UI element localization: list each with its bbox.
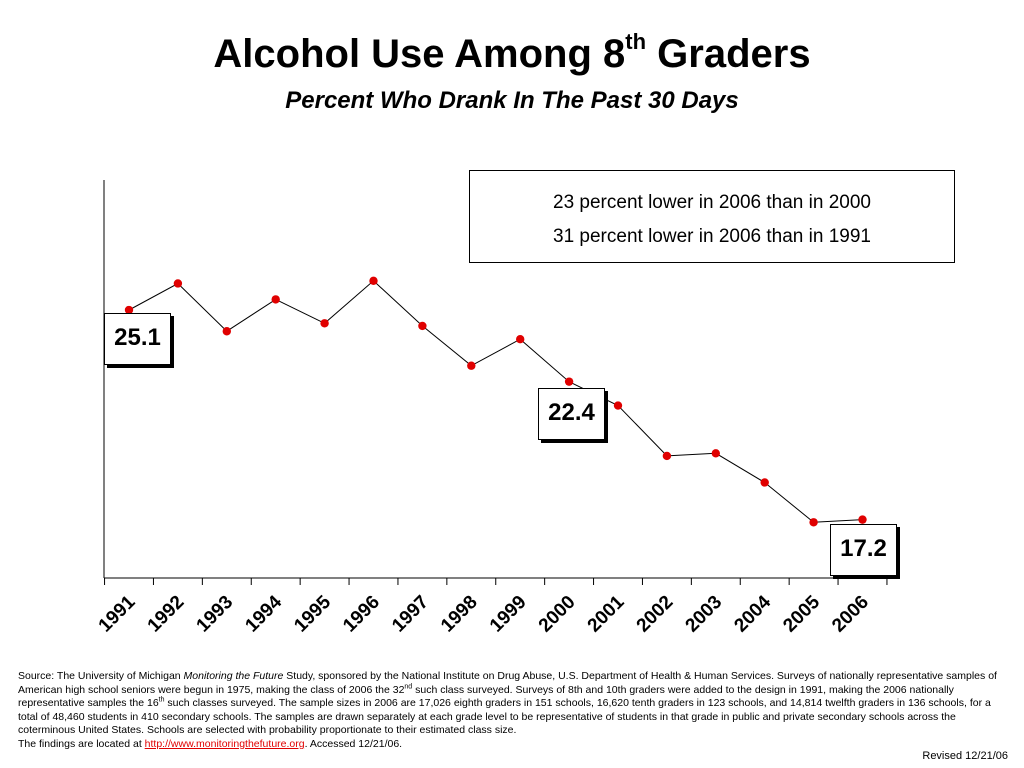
line-chart: 1991 1992 1993 1994 1995 1996 1997 1998 1999 2000… (95, 180, 888, 637)
value-label-2000: 22.4 (538, 388, 605, 440)
data-point-2006 (858, 515, 867, 524)
x-tick-label-2000: 2000 (535, 592, 580, 637)
data-point-2005 (809, 518, 818, 527)
findings-suffix: . Accessed 12/21/06. (304, 737, 403, 750)
x-tick-label-1994: 1994 (241, 591, 286, 636)
value-label-1991: 25.1 (104, 313, 171, 365)
chart-title-main: Alcohol Use Among 8 (213, 32, 626, 76)
x-tick-label-2005: 2005 (779, 591, 824, 636)
findings-link[interactable]: http://www.monitoringthefuture.org (144, 737, 305, 750)
source-text-2: such class surveyed. Surveys of 8th and … (18, 683, 954, 710)
source-sup-1: nd (404, 683, 413, 690)
source-text-1: Study, sponsored by the National Institu… (18, 670, 997, 696)
summary-note-box: 23 percent lower in 2006 than in 2000 31… (469, 170, 955, 263)
data-point-1994 (271, 295, 280, 304)
data-point-1995 (320, 319, 329, 328)
findings-prefix: The findings are located at (18, 737, 145, 750)
data-point-1996 (369, 276, 378, 286)
data-point-2000 (564, 377, 574, 386)
value-label-2006: 17.2 (830, 524, 897, 576)
data-point-2003 (711, 449, 720, 458)
x-tick-label-1991: 1991 (95, 591, 140, 636)
source-text-3: such classes surveyed. The sample sizes … (18, 697, 991, 736)
x-tick-label-1993: 1993 (193, 592, 238, 637)
x-tick-label-2004: 2004 (730, 591, 775, 636)
chart-title: Alcohol Use Among 8th Graders (0, 30, 1024, 78)
x-tick-label-2002: 2002 (633, 592, 678, 637)
chart-subtitle: Percent Who Drank In The Past 30 Days (285, 87, 739, 114)
source-prefix: Source: The University of Michigan (18, 670, 184, 682)
source-sup-2: th (158, 696, 165, 704)
x-tick-label-1997: 1997 (388, 592, 433, 637)
data-point-1998 (467, 361, 476, 370)
data-point-2001 (613, 401, 623, 410)
series-line (128, 280, 863, 523)
data-point-1999 (516, 335, 525, 344)
x-tick-label-1992: 1992 (144, 592, 189, 637)
chart-title-sup: th (625, 28, 647, 54)
summary-note-line-1: 23 percent lower in 2006 than in 2000 (553, 192, 871, 213)
x-tick-label-1996: 1996 (339, 592, 384, 637)
x-tick-label-1995: 1995 (290, 591, 335, 636)
data-point-2004 (760, 478, 769, 487)
data-point-1993 (222, 327, 231, 336)
source-study-name: Monitoring the Future (183, 670, 284, 682)
chart-title-end: Graders (646, 32, 811, 76)
summary-note-line-2: 31 percent lower in 2006 than in 1991 (553, 226, 871, 247)
x-tick-label-1998: 1998 (437, 592, 482, 637)
x-tick-label-2003: 2003 (682, 592, 727, 637)
data-point-1992 (173, 279, 183, 288)
x-tick-label-2001: 2001 (584, 591, 629, 636)
x-tick-label-2006: 2006 (828, 592, 873, 637)
x-tick-label-1999: 1999 (486, 592, 531, 637)
source-note: Source: The University of Michigan Monit… (18, 670, 1008, 751)
data-point-1991 (124, 305, 134, 315)
data-point-1997 (418, 321, 427, 331)
data-point-2002 (662, 451, 672, 461)
revised-date: Revised 12/21/06 (922, 750, 1008, 762)
